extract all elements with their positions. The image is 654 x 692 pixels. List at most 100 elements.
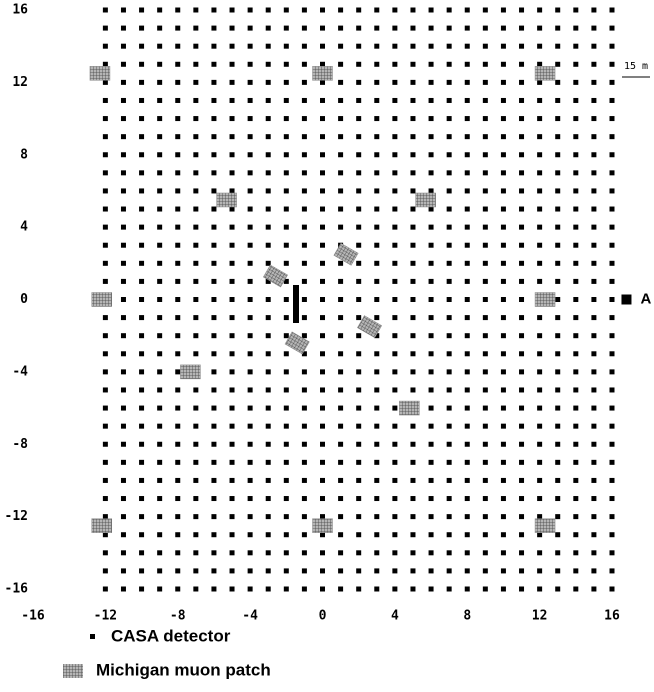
casa-detector <box>609 43 615 49</box>
casa-detector <box>102 224 108 230</box>
casa-detector <box>591 387 597 393</box>
casa-detector <box>247 423 253 429</box>
casa-detector <box>283 242 289 248</box>
casa-detector <box>609 586 615 592</box>
casa-detector <box>320 568 325 574</box>
casa-detector <box>446 61 452 67</box>
casa-detector <box>229 43 235 49</box>
casa-detector <box>519 568 525 574</box>
casa-detector <box>229 586 235 592</box>
casa-detector <box>120 224 126 230</box>
casa-detector <box>482 568 488 574</box>
casa-detector <box>120 405 126 411</box>
casa-detector <box>500 206 506 212</box>
casa-detector <box>102 351 108 357</box>
casa-detector <box>519 134 525 140</box>
casa-detector <box>356 278 362 284</box>
casa-detector <box>591 496 597 502</box>
casa-detector <box>193 152 199 158</box>
casa-detector <box>482 43 488 49</box>
casa-detector <box>265 333 271 339</box>
casa-detector <box>428 477 434 483</box>
casa-detector <box>356 260 362 266</box>
casa-detector <box>519 297 525 302</box>
casa-detector <box>374 333 380 339</box>
casa-detector <box>519 278 525 284</box>
casa-detector <box>120 242 126 248</box>
casa-detector <box>157 441 163 447</box>
casa-detector <box>356 477 362 483</box>
casa-detector <box>229 477 235 483</box>
casa-detector <box>139 25 145 31</box>
casa-detector <box>482 79 488 85</box>
casa-detector <box>374 43 380 49</box>
casa-detector <box>609 242 615 248</box>
casa-detector <box>211 423 217 429</box>
casa-detector <box>464 568 470 574</box>
casa-detector <box>573 459 579 465</box>
casa-detector <box>464 369 470 375</box>
casa-detector <box>229 441 235 447</box>
casa-detector <box>283 297 289 302</box>
casa-detector <box>428 278 434 284</box>
casa-detector <box>500 568 506 574</box>
casa-detector <box>356 441 362 447</box>
casa-detector <box>591 260 597 266</box>
casa-detector <box>320 170 325 176</box>
casa-detector <box>555 514 561 520</box>
muon-patch <box>89 66 111 81</box>
casa-detector <box>446 459 452 465</box>
casa-detector <box>573 224 579 230</box>
casa-detector <box>193 170 199 176</box>
casa-detector <box>500 477 506 483</box>
casa-detector <box>609 278 615 284</box>
casa-detector <box>464 188 470 194</box>
casa-detector <box>519 550 525 556</box>
x-tick-label: 8 <box>463 609 471 624</box>
casa-detector <box>283 532 289 538</box>
casa-detector <box>392 496 398 502</box>
casa-detector <box>374 568 380 574</box>
casa-detector <box>573 315 579 321</box>
casa-detector <box>229 297 235 302</box>
casa-detector <box>519 116 525 122</box>
casa-detector <box>229 134 235 140</box>
casa-detector <box>211 532 217 538</box>
casa-detector <box>464 315 470 321</box>
casa-detector <box>283 61 289 67</box>
casa-detector <box>211 459 217 465</box>
casa-detector <box>573 550 579 556</box>
casa-detector <box>392 333 398 339</box>
casa-detector <box>392 61 398 67</box>
casa-detector <box>193 7 199 13</box>
casa-detector <box>410 43 416 49</box>
casa-detector <box>537 7 543 13</box>
casa-detector <box>301 586 307 592</box>
casa-detector <box>211 152 217 158</box>
casa-detector <box>392 568 398 574</box>
x-tick-label: -12 <box>94 609 117 624</box>
casa-detector <box>609 188 615 194</box>
casa-detector <box>392 170 398 176</box>
casa-detector <box>175 188 181 194</box>
casa-detector <box>175 369 181 375</box>
casa-detector <box>500 61 506 67</box>
casa-detector <box>392 116 398 122</box>
casa-detector <box>320 278 325 284</box>
casa-detector <box>247 351 253 357</box>
casa-detector <box>157 297 163 302</box>
casa-detector <box>139 351 145 357</box>
casa-detector <box>265 278 271 284</box>
casa-detector <box>482 152 488 158</box>
casa-detector <box>320 441 325 447</box>
casa-detector <box>193 134 199 140</box>
x-tick-label: -16 <box>21 609 45 624</box>
casa-detector <box>102 441 108 447</box>
casa-detector <box>102 116 108 122</box>
casa-detector <box>537 315 543 321</box>
casa-detector <box>193 514 199 520</box>
casa-detector <box>519 532 525 538</box>
casa-detector <box>374 170 380 176</box>
casa-detector <box>410 188 416 194</box>
casa-detector <box>265 134 271 140</box>
